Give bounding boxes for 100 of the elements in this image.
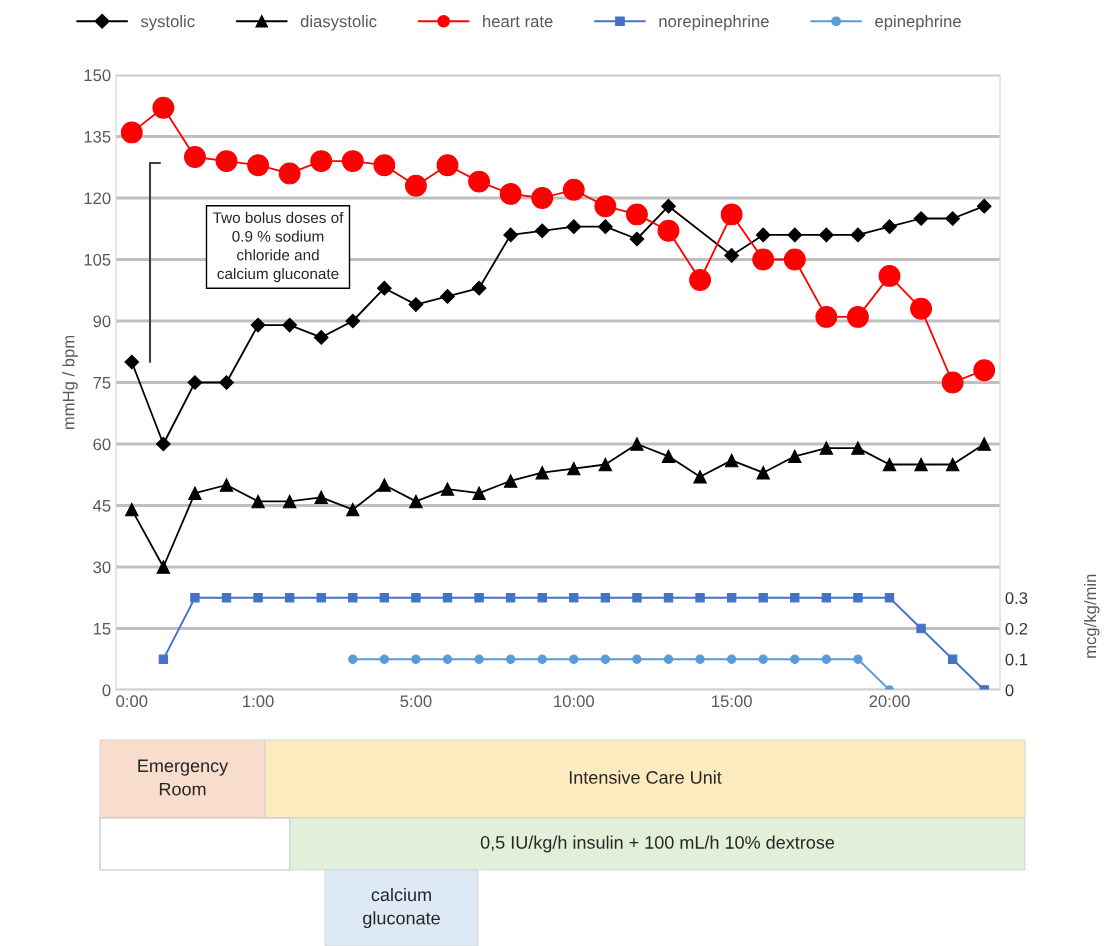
point xyxy=(251,494,265,509)
point xyxy=(346,502,360,517)
point xyxy=(474,593,484,603)
point xyxy=(373,154,396,177)
point xyxy=(945,457,960,472)
y-tick-label: 0 xyxy=(102,684,111,697)
point xyxy=(152,96,175,119)
point xyxy=(945,211,961,226)
point xyxy=(442,654,453,664)
point xyxy=(597,219,613,235)
point xyxy=(916,623,926,634)
point xyxy=(284,593,295,603)
point xyxy=(850,227,866,243)
text: Intensive Care Unit xyxy=(569,770,722,784)
point xyxy=(440,289,455,304)
x-tick-label: 0:00 xyxy=(116,695,148,708)
point xyxy=(442,593,453,603)
point xyxy=(562,178,585,201)
annotation: Two bolus doses of 0.9 % sodium chloride and calcium gluconate xyxy=(212,211,344,283)
point xyxy=(537,593,547,603)
point xyxy=(882,457,897,472)
point xyxy=(411,593,421,603)
point xyxy=(594,195,617,218)
text: calcium gluconate xyxy=(363,887,440,929)
point xyxy=(569,654,579,664)
y-tick-label: 30 xyxy=(93,561,111,574)
point xyxy=(632,654,642,664)
point xyxy=(436,154,459,177)
point xyxy=(282,494,297,509)
point xyxy=(724,453,739,468)
y-tick-label: 45 xyxy=(92,500,111,512)
point xyxy=(598,457,613,472)
point xyxy=(379,593,390,603)
point xyxy=(348,593,358,603)
x-tick-label: 20:00 xyxy=(869,695,910,708)
point xyxy=(689,269,712,291)
point xyxy=(124,354,140,370)
point xyxy=(818,227,834,243)
y-tick-label: 135 xyxy=(84,130,111,143)
point xyxy=(250,317,266,333)
point xyxy=(973,359,996,382)
point xyxy=(663,593,674,603)
y2-tick-label: 0.3 xyxy=(1005,592,1028,604)
point xyxy=(790,654,800,664)
point xyxy=(663,654,674,664)
point xyxy=(404,174,427,197)
point xyxy=(878,264,901,287)
point xyxy=(819,441,834,455)
point xyxy=(882,219,897,235)
point xyxy=(567,461,581,476)
y-tick-label: 15 xyxy=(93,623,111,635)
y2-tick-label: 0.1 xyxy=(1005,653,1028,666)
point xyxy=(408,297,424,312)
point xyxy=(221,593,232,603)
point xyxy=(156,560,171,574)
point xyxy=(853,654,863,664)
point xyxy=(278,162,301,185)
point xyxy=(348,654,358,664)
point xyxy=(379,654,390,664)
x-tick-label: 5:00 xyxy=(400,695,432,708)
x-tick-label: 1:00 xyxy=(243,695,274,708)
y2-tick-label: 0 xyxy=(1005,684,1014,697)
point xyxy=(313,330,329,345)
point xyxy=(853,593,863,603)
point xyxy=(630,437,644,451)
point xyxy=(503,474,518,488)
point xyxy=(187,375,203,390)
point xyxy=(600,654,611,664)
point xyxy=(661,449,676,464)
legend-label: systolic xyxy=(140,15,195,31)
text: Emergency Room xyxy=(138,759,229,796)
x-tick-label: 10:00 xyxy=(554,695,594,708)
point xyxy=(693,470,707,484)
point xyxy=(657,219,680,242)
point xyxy=(846,305,869,328)
y-axis-title: mmHg / bpm xyxy=(62,335,78,430)
point xyxy=(503,227,519,243)
point xyxy=(726,654,737,664)
point xyxy=(724,248,740,263)
text: 0,5 IU/kg/h insulin + 100 mL/h 10% dextrose xyxy=(480,835,835,853)
point xyxy=(534,223,550,239)
point xyxy=(566,219,582,235)
point xyxy=(756,465,770,480)
point xyxy=(625,203,648,226)
point xyxy=(788,449,802,464)
point xyxy=(535,465,549,480)
point xyxy=(345,313,361,329)
point xyxy=(125,502,139,517)
point xyxy=(314,490,328,505)
point xyxy=(815,305,838,328)
point xyxy=(440,482,455,496)
point xyxy=(155,436,171,452)
point xyxy=(531,187,554,209)
y2-axis-title: mcg/kg/min xyxy=(1083,574,1100,658)
point xyxy=(377,478,392,492)
y-tick-label: 105 xyxy=(84,253,111,266)
point xyxy=(787,227,803,243)
point xyxy=(976,198,992,214)
point xyxy=(247,154,270,177)
point xyxy=(472,486,486,500)
